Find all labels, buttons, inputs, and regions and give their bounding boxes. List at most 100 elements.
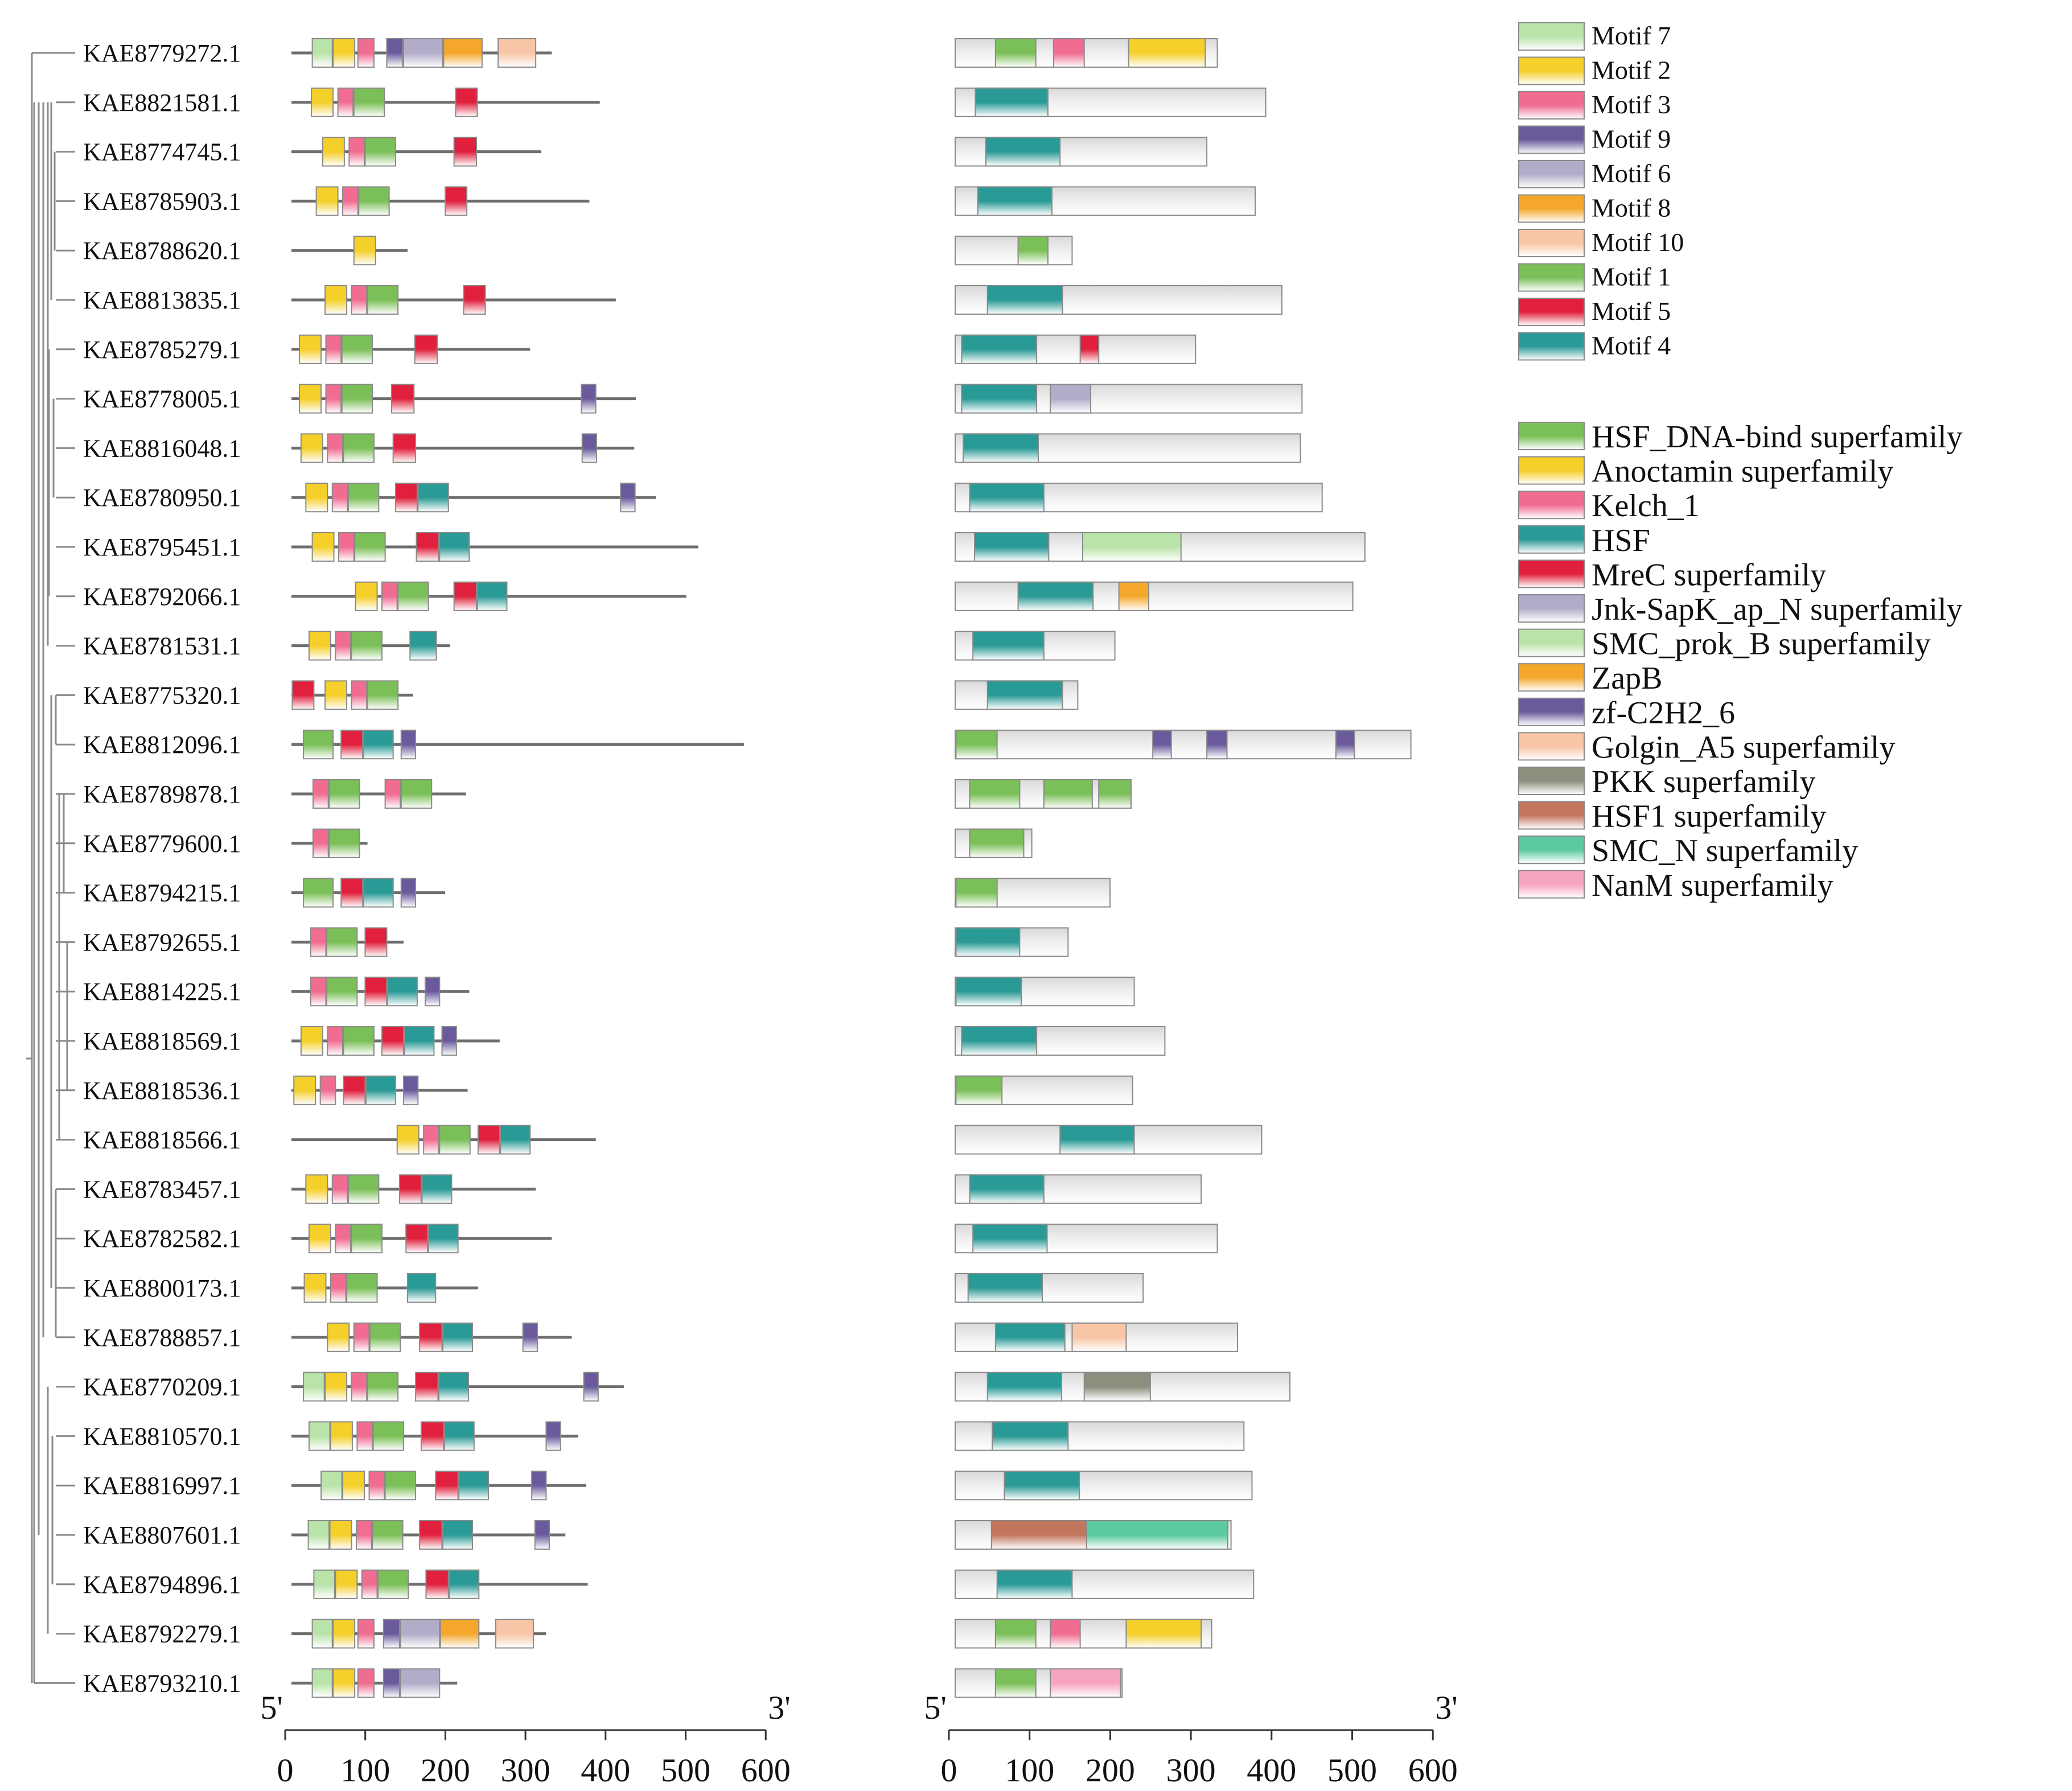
gene-label: KAE8781531.1 xyxy=(83,632,241,660)
legend-swatch xyxy=(1518,298,1585,326)
gene-label: KAE8785903.1 xyxy=(83,187,241,215)
motif-box-motif-5 xyxy=(340,878,364,908)
gene-label: KAE8792279.1 xyxy=(83,1620,241,1648)
motif-box-motif-9 xyxy=(441,1026,457,1056)
motif-box-motif-4 xyxy=(363,730,394,760)
domain-box-hsf xyxy=(955,927,1021,957)
domain-box-hsf-dna-bind-superfamily xyxy=(969,828,1025,858)
domain-tick-label: 500 xyxy=(1327,1752,1377,1789)
gene-label: KAE8818536.1 xyxy=(83,1077,241,1105)
motif-box-motif-2 xyxy=(315,186,339,216)
motif-box-motif-1 xyxy=(328,828,360,858)
legend-label: SMC_prok_B superfamily xyxy=(1592,627,1931,662)
motif-box-motif-4 xyxy=(409,631,437,661)
legend-swatch xyxy=(1518,732,1585,761)
domain-row-kae8789878-1 xyxy=(955,779,1132,809)
domain-box-hsf-dna-bind-superfamily xyxy=(1043,779,1093,809)
motif-box-motif-9 xyxy=(534,1520,550,1550)
protein-bar xyxy=(955,236,1073,266)
gene-row-kae8774745-1: KAE8774745.1 xyxy=(83,137,541,167)
motif-box-motif-1 xyxy=(328,779,360,809)
gene-label: KAE8779600.1 xyxy=(83,830,241,858)
domain-row-kae8794896-1 xyxy=(955,1569,1255,1599)
motif-box-motif-2 xyxy=(300,1026,323,1056)
motif-box-motif-4 xyxy=(387,977,418,1007)
legend-label: SMC_N superfamily xyxy=(1592,833,1858,868)
legend-label: Motif 2 xyxy=(1592,56,1671,85)
gene-label: KAE8807601.1 xyxy=(83,1521,241,1549)
legend-swatch xyxy=(1518,91,1585,120)
motif-box-motif-3 xyxy=(327,1026,344,1056)
gene-row-kae8794896-1: KAE8794896.1 xyxy=(83,1569,588,1599)
motif-box-motif-4 xyxy=(476,581,508,611)
domain-row-kae8788620-1 xyxy=(955,236,1073,266)
legend-swatch xyxy=(1518,491,1585,520)
motif-box-motif-9 xyxy=(581,384,597,414)
domain-box-hsf xyxy=(1004,1471,1080,1501)
motif-box-motif-3 xyxy=(353,1322,370,1352)
motif-box-motif-2 xyxy=(311,87,334,117)
gene-label: KAE8779272.1 xyxy=(83,39,241,67)
legend-swatch xyxy=(1518,559,1585,588)
domain-row-kae8793210-1 xyxy=(955,1668,1123,1698)
motif-box-motif-1 xyxy=(343,433,375,463)
legend-swatch xyxy=(1518,22,1585,51)
legend-item-motif-6: Motif 6 xyxy=(1518,159,1671,188)
gene-row-kae8770209-1: KAE8770209.1 xyxy=(83,1372,624,1402)
motif-box-motif-3 xyxy=(335,1224,352,1254)
legend-label: HSF1 superfamily xyxy=(1592,799,1826,834)
motif-box-motif-3 xyxy=(357,1619,375,1649)
domain-box-smc-n-superfamily xyxy=(1086,1520,1228,1550)
legend-item-motif-5: Motif 5 xyxy=(1518,297,1671,326)
motif-box-motif-3 xyxy=(342,186,359,216)
gene-row-kae8800173-1: KAE8800173.1 xyxy=(83,1273,478,1303)
motif-box-motif-2 xyxy=(324,680,348,710)
motif-box-motif-3 xyxy=(361,1569,378,1599)
gene-row-kae8782582-1: KAE8782582.1 xyxy=(83,1224,552,1254)
motif-box-motif-2 xyxy=(305,483,328,513)
domain-row-kae8788857-1 xyxy=(955,1322,1238,1352)
motif-box-motif-8 xyxy=(439,1619,480,1649)
motif-tick-label: 300 xyxy=(501,1752,550,1789)
motif-five-prime-label: 5' xyxy=(261,1689,283,1726)
motif-box-motif-4 xyxy=(500,1125,531,1155)
motif-box-motif-1 xyxy=(326,977,358,1007)
motif-box-motif-1 xyxy=(364,137,396,167)
gene-label: KAE8775320.1 xyxy=(83,681,241,709)
gene-row-kae8779272-1: KAE8779272.1 xyxy=(83,38,552,68)
motif-box-motif-9 xyxy=(522,1322,538,1352)
domain-box-hsf xyxy=(974,532,1050,562)
motif-box-motif-1 xyxy=(351,631,383,661)
motif-box-motif-3 xyxy=(357,1668,375,1698)
motif-box-motif-3 xyxy=(312,779,329,809)
domain-box-pkk-superfamily xyxy=(1083,1372,1151,1402)
gene-row-kae8789878-1: KAE8789878.1 xyxy=(83,779,466,809)
domain-box-hsf xyxy=(986,1372,1063,1402)
legend-label: Kelch_1 xyxy=(1592,488,1700,524)
domain-row-kae8792279-1 xyxy=(955,1619,1212,1649)
motif-box-motif-3 xyxy=(335,631,352,661)
gene-row-kae8812096-1: KAE8812096.1 xyxy=(83,730,744,760)
gene-label: KAE8770209.1 xyxy=(83,1373,241,1401)
motif-box-motif-2 xyxy=(332,1668,356,1698)
motif-box-motif-5 xyxy=(364,927,388,957)
motif-box-motif-2 xyxy=(335,1569,358,1599)
legend-item-zapb: ZapB xyxy=(1518,661,1662,696)
domain-box-zapb xyxy=(1118,581,1150,611)
gene-row-kae8818566-1: KAE8818566.1 xyxy=(83,1125,596,1155)
motif-box-motif-6 xyxy=(402,38,443,68)
motif-box-motif-1 xyxy=(369,1322,401,1352)
motif-box-motif-4 xyxy=(417,483,449,513)
domain-row-kae8818569-1 xyxy=(955,1026,1166,1056)
motif-box-motif-1 xyxy=(372,1520,404,1550)
motif-box-motif-4 xyxy=(438,1372,469,1402)
domain-tick-label: 300 xyxy=(1166,1752,1216,1789)
motif-box-motif-2 xyxy=(299,384,322,414)
domain-box-golgin-a5-superfamily xyxy=(1071,1322,1127,1352)
motif-box-motif-10 xyxy=(495,1619,534,1649)
motif-box-motif-5 xyxy=(435,1471,459,1501)
motif-box-motif-4 xyxy=(365,1075,396,1105)
legend-label: Jnk-SapK_ap_N superfamily xyxy=(1592,592,1963,627)
gene-label: KAE8818566.1 xyxy=(83,1126,241,1154)
